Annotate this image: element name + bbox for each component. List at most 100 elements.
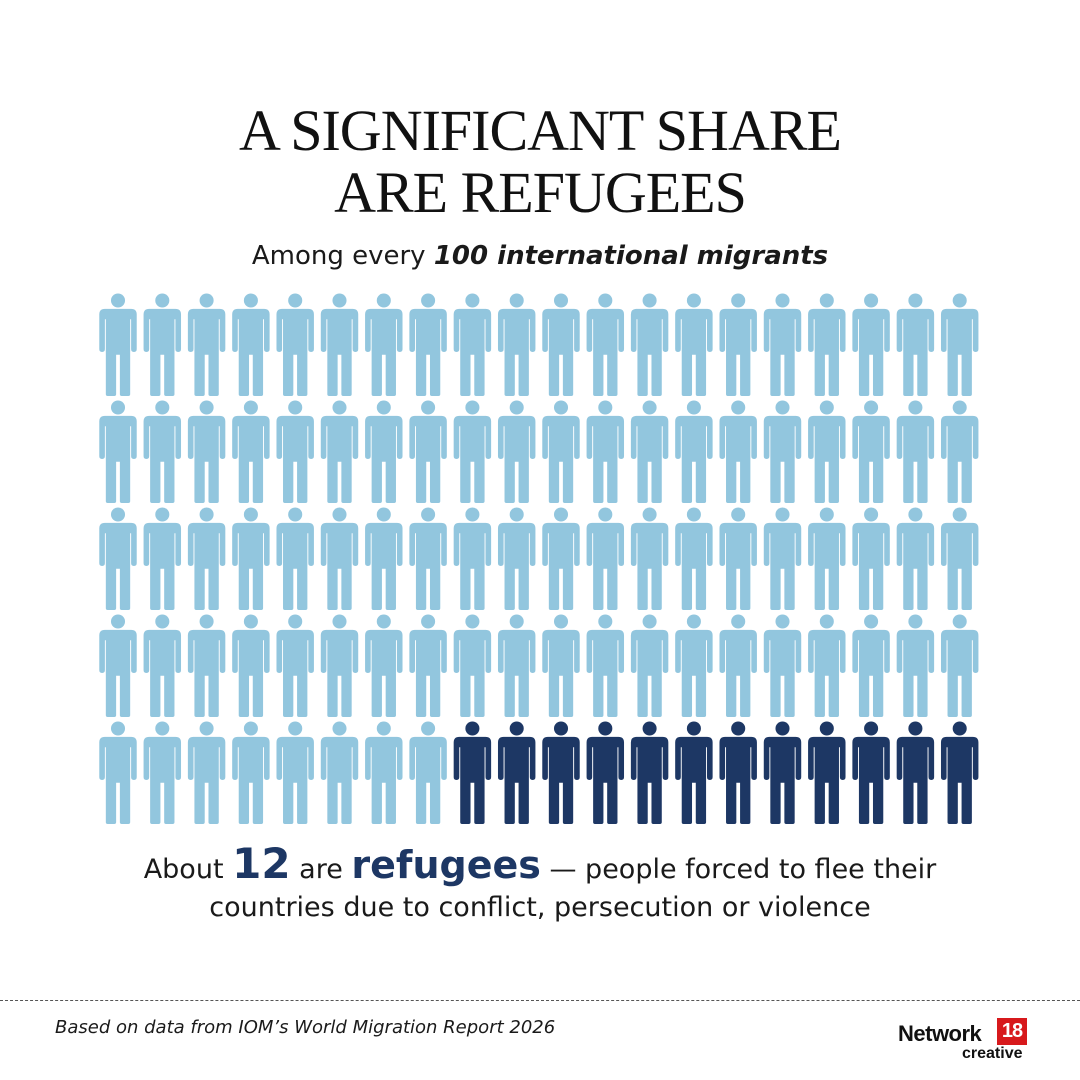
- migrant-person-icon: [453, 507, 492, 610]
- migrant-person-icon: [497, 400, 536, 503]
- migrant-person-icon: [276, 293, 314, 396]
- migrant-person-icon: [763, 507, 802, 610]
- migrant-person-icon: [940, 293, 979, 396]
- caption-line-1: About 12 are refugees — people forced to…: [0, 843, 1080, 889]
- migrant-person-icon: [409, 614, 447, 717]
- migrant-person-icon: [497, 507, 536, 610]
- caption-post: — people forced to flee their: [540, 854, 937, 885]
- migrant-person-icon: [542, 400, 580, 503]
- refugee-person-icon: [852, 721, 890, 824]
- refugee-person-icon: [940, 721, 979, 824]
- migrant-person-icon: [808, 507, 846, 610]
- caption-line-2: countries due to conflict, persecution o…: [209, 892, 871, 923]
- migrant-person-icon: [99, 400, 137, 503]
- migrant-person-icon: [365, 507, 403, 610]
- caption: About 12 are refugees — people forced to…: [0, 843, 1080, 927]
- migrant-person-icon: [586, 293, 625, 396]
- migrant-person-icon: [719, 400, 757, 503]
- migrant-person-icon: [232, 721, 270, 824]
- migrant-person-icon: [320, 400, 359, 503]
- migrant-person-icon: [542, 293, 580, 396]
- refugee-person-icon: [719, 721, 757, 824]
- network18-logo: Network 18 creative: [898, 1018, 1033, 1068]
- refugee-person-icon: [896, 721, 935, 824]
- logo-sub: creative: [962, 1045, 1023, 1062]
- migrant-person-icon: [453, 400, 492, 503]
- migrant-person-icon: [232, 400, 270, 503]
- refugees-keyword: refugees: [351, 843, 541, 887]
- migrant-person-icon: [940, 507, 979, 610]
- migrant-person-icon: [852, 614, 890, 717]
- migrant-person-icon: [719, 507, 757, 610]
- refugee-person-icon: [542, 721, 580, 824]
- migrant-person-icon: [409, 507, 447, 610]
- person-icon-grid: [99, 293, 979, 824]
- migrant-person-icon: [143, 293, 182, 396]
- migrant-person-icon: [586, 400, 625, 503]
- migrant-person-icon: [852, 400, 890, 503]
- migrant-person-icon: [940, 614, 979, 717]
- refugee-person-icon: [586, 721, 625, 824]
- migrant-person-icon: [99, 293, 137, 396]
- logo-word: Network: [898, 1021, 982, 1046]
- migrant-person-icon: [187, 400, 226, 503]
- migrant-person-icon: [896, 614, 935, 717]
- migrant-person-icon: [276, 614, 314, 717]
- logo-badge: 18: [997, 1018, 1027, 1045]
- migrant-person-icon: [276, 400, 314, 503]
- migrant-person-icon: [453, 293, 492, 396]
- migrant-person-icon: [187, 293, 226, 396]
- migrant-person-icon: [675, 400, 713, 503]
- subtitle: Among every 100 international migrants: [0, 241, 1080, 271]
- migrant-person-icon: [675, 293, 713, 396]
- migrant-person-icon: [99, 614, 137, 717]
- migrant-person-icon: [808, 293, 846, 396]
- dashed-divider: [0, 1000, 1080, 1001]
- migrant-person-icon: [409, 293, 447, 396]
- migrant-person-icon: [852, 507, 890, 610]
- migrant-person-icon: [276, 507, 314, 610]
- migrant-person-icon: [896, 507, 935, 610]
- title-line-2: ARE REFUGEES: [334, 160, 747, 225]
- migrant-person-icon: [630, 507, 669, 610]
- caption-mid: are: [290, 854, 352, 885]
- migrant-person-icon: [852, 293, 890, 396]
- migrant-person-icon: [896, 400, 935, 503]
- refugee-count: 12: [232, 839, 291, 888]
- title-line-1: A SIGNIFICANT SHARE: [239, 98, 842, 163]
- subtitle-emphasis: 100 international migrants: [433, 241, 829, 271]
- migrant-person-icon: [586, 614, 625, 717]
- migrant-person-icon: [143, 721, 182, 824]
- migrant-person-icon: [630, 293, 669, 396]
- migrant-person-icon: [542, 507, 580, 610]
- migrant-person-icon: [232, 507, 270, 610]
- migrant-person-icon: [586, 507, 625, 610]
- migrant-person-icon: [143, 507, 182, 610]
- migrant-person-icon: [365, 614, 403, 717]
- page-title: A SIGNIFICANT SHARE ARE REFUGEES: [0, 100, 1080, 224]
- migrant-person-icon: [763, 614, 802, 717]
- source-note: Based on data from IOM’s World Migration…: [55, 1017, 556, 1038]
- refugee-person-icon: [675, 721, 713, 824]
- migrant-person-icon: [896, 293, 935, 396]
- migrant-person-icon: [99, 721, 137, 824]
- migrant-person-icon: [187, 614, 226, 717]
- migrant-person-icon: [719, 293, 757, 396]
- migrant-person-icon: [320, 614, 359, 717]
- migrant-person-icon: [808, 614, 846, 717]
- refugee-person-icon: [808, 721, 846, 824]
- migrant-person-icon: [187, 507, 226, 610]
- migrant-person-icon: [763, 293, 802, 396]
- refugee-person-icon: [453, 721, 492, 824]
- migrant-person-icon: [320, 293, 359, 396]
- refugee-person-icon: [497, 721, 536, 824]
- migrant-person-icon: [143, 614, 182, 717]
- migrant-person-icon: [409, 400, 447, 503]
- migrant-person-icon: [320, 721, 359, 824]
- migrant-person-icon: [675, 507, 713, 610]
- migrant-person-icon: [232, 293, 270, 396]
- migrant-person-icon: [630, 614, 669, 717]
- migrant-person-icon: [630, 400, 669, 503]
- migrant-person-icon: [232, 614, 270, 717]
- migrant-person-icon: [542, 614, 580, 717]
